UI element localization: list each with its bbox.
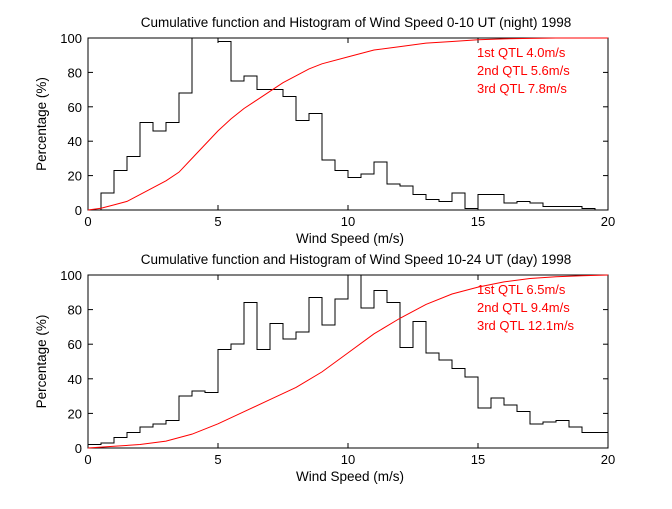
top-panel-ytick-label: 80	[68, 65, 82, 80]
bottom-panel-ytick-label: 100	[60, 268, 82, 283]
top-panel-ytick-label: 60	[68, 100, 82, 115]
bottom-panel-quartile-annotation: 2nd QTL 9.4m/s	[477, 300, 570, 315]
bottom-panel-xtick-label: 15	[471, 452, 485, 467]
bottom-panel-xtick-label: 10	[341, 452, 355, 467]
bottom-panel-quartile-annotation: 3rd QTL 12.1m/s	[477, 318, 575, 333]
top-panel-xlabel: Wind Speed (m/s)	[296, 231, 404, 246]
top-panel-xtick-label: 10	[341, 214, 355, 229]
bottom-panel-ytick-label: 60	[68, 337, 82, 352]
bottom-panel-xlabel: Wind Speed (m/s)	[296, 469, 404, 484]
top-panel-ytick-label: 20	[68, 169, 82, 184]
bottom-panel-title: Cumulative function and Histogram of Win…	[141, 252, 571, 267]
top-panel-xtick-label: 20	[601, 214, 615, 229]
top-panel-ytick-label: 40	[68, 134, 82, 149]
bottom-panel-ytick-label: 40	[68, 372, 82, 387]
bottom-panel-histogram-line	[88, 274, 608, 446]
bottom-panel-ytick-label: 20	[68, 406, 82, 421]
bottom-panel-xtick-label: 5	[214, 452, 221, 467]
bottom-panel: Cumulative function and Histogram of Win…	[34, 252, 615, 484]
top-panel-ytick-label: 100	[60, 31, 82, 46]
bottom-panel-xtick-label: 0	[84, 452, 91, 467]
top-panel-quartile-annotation: 2nd QTL 5.6m/s	[477, 63, 570, 78]
bottom-panel-cumulative-line	[87, 274, 609, 449]
top-panel-ytick-label: 0	[75, 203, 82, 218]
bottom-panel-xtick-label: 20	[601, 452, 615, 467]
top-panel-cumulative-line	[87, 37, 608, 211]
top-panel-xtick-label: 0	[84, 214, 91, 229]
top-panel: Cumulative function and Histogram of Win…	[34, 15, 615, 246]
bottom-panel-quartile-annotation: 1st QTL 6.5m/s	[477, 282, 566, 297]
top-panel-xtick-label: 5	[214, 214, 221, 229]
top-panel-xtick-label: 15	[471, 214, 485, 229]
top-panel-title: Cumulative function and Histogram of Win…	[141, 15, 571, 30]
top-panel-ylabel: Percentage (%)	[34, 77, 49, 171]
bottom-panel-ylabel: Percentage (%)	[34, 315, 49, 409]
top-panel-quartile-annotation: 3rd QTL 7.8m/s	[477, 81, 567, 96]
top-panel-quartile-annotation: 1st QTL 4.0m/s	[477, 45, 566, 60]
bottom-panel-ytick-label: 0	[75, 441, 82, 456]
top-panel-histogram-line	[88, 37, 608, 211]
bottom-panel-ytick-label: 80	[68, 303, 82, 318]
